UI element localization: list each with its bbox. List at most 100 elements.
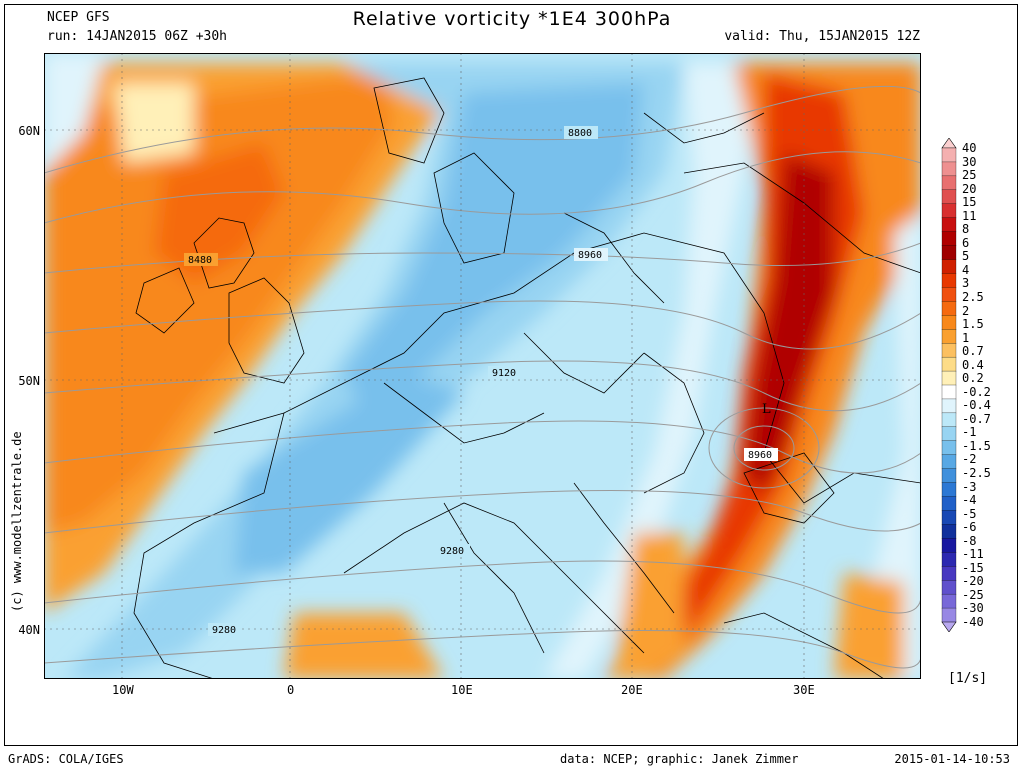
colorbar-swatch [941, 510, 957, 525]
colorbar-level-label: -2.5 [962, 466, 991, 481]
colorbar-swatch [941, 454, 957, 470]
figure-frame [4, 4, 1018, 746]
colorbar-swatch [941, 566, 957, 581]
colorbar-swatch [941, 607, 957, 623]
colorbar-swatch [941, 482, 957, 497]
contour-label: 8960 [578, 250, 602, 261]
vorticity-field [44, 53, 921, 679]
colorbar-level-label: 15 [962, 195, 977, 210]
low-pressure-marker: L [762, 402, 771, 417]
colorbar-swatch [941, 175, 957, 191]
colorbar-level-label: 5 [962, 249, 970, 264]
colorbar-level-label: -0.2 [962, 384, 991, 399]
colorbar-level-label: -20 [962, 574, 984, 589]
colorbar-swatch [941, 398, 957, 414]
colorbar-swatch [941, 315, 957, 330]
colorbar-level-label: 3 [962, 276, 970, 291]
colorbar-swatch [941, 538, 957, 553]
colorbar-swatch [941, 161, 957, 177]
colorbar-swatch [941, 203, 957, 219]
colorbar-swatch [941, 147, 957, 163]
colorbar-level-label: -40 [962, 615, 984, 629]
colorbar-swatch [941, 580, 957, 595]
lon-label-10e: 10E [451, 683, 473, 697]
model-name: NCEP GFS [47, 10, 110, 25]
colorbar-swatch [941, 231, 957, 247]
colorbar-level-label: 2 [962, 303, 970, 318]
colorbar-swatch [941, 384, 957, 400]
colorbar-swatch [941, 301, 957, 316]
colorbar-level-label: 6 [962, 235, 970, 250]
colorbar-level-label: 40 [962, 141, 977, 155]
colorbar-level-label: 4 [962, 262, 970, 277]
colorbar-level-label: 0.7 [962, 344, 984, 359]
colorbar-swatch [941, 287, 957, 302]
colorbar-level-label: 2.5 [962, 289, 984, 304]
colorbar-swatch [941, 356, 957, 372]
colorbar-level-label: -30 [962, 601, 984, 616]
colorbar-level-label: 25 [962, 168, 977, 183]
lon-label-20e: 20E [621, 683, 643, 697]
colorbar-level-label: -1.5 [962, 438, 991, 453]
colorbar-swatch [941, 426, 957, 442]
contour-label: 8480 [188, 255, 212, 266]
colorbar-swatch [941, 259, 957, 274]
colorbar-level-label: -2 [962, 452, 977, 467]
colorbar-swatch [941, 343, 957, 358]
colorbar-level-label: 1 [962, 330, 970, 345]
colorbar-level-label: 11 [962, 208, 977, 223]
colorbar-swatch [941, 412, 957, 428]
colorbar-level-label: -11 [962, 547, 984, 562]
colorbar-swatch [941, 370, 957, 386]
lat-label-50n: 50N [18, 374, 40, 388]
colorbar-swatch [941, 273, 957, 288]
lat-label-40n: 40N [18, 623, 40, 637]
lat-label-60n: 60N [18, 124, 40, 138]
colorbar-bottom-arrow [941, 621, 957, 632]
colorbar-level-label: 1.5 [962, 317, 984, 332]
colorbar-level-label: -8 [962, 533, 977, 548]
colorbar [941, 138, 957, 632]
colorbar-level-label: -4 [962, 493, 977, 508]
colorbar-top-arrow [941, 138, 957, 149]
footer-credits: data: NCEP; graphic: Janek Zimmer [560, 752, 799, 766]
colorbar-swatch [941, 245, 957, 260]
valid-time: valid: Thu, 15JAN2015 12Z [724, 29, 920, 44]
contour-label: 8960 [748, 450, 772, 461]
colorbar-level-label: 20 [962, 181, 977, 196]
colorbar-level-label: -15 [962, 560, 984, 575]
colorbar-swatch [941, 329, 957, 344]
footer-timestamp: 2015-01-14-10:53 [894, 752, 1010, 766]
colorbar-swatch [941, 593, 957, 609]
colorbar-level-label: 0.2 [962, 371, 984, 386]
colorbar-level-label: 30 [962, 154, 977, 169]
colorbar-swatch [941, 552, 957, 567]
colorbar-unit: [1/s] [948, 671, 988, 686]
vorticity-map: 8800 8480 8960 9120 8960 9280 9280 L [44, 53, 921, 679]
colorbar-swatch [941, 468, 957, 484]
lon-label-10w: 10W [112, 683, 134, 697]
lon-label-30e: 30E [793, 683, 815, 697]
lon-label-0: 0 [287, 683, 295, 697]
colorbar-level-label: -25 [962, 587, 984, 602]
colorbar-level-label: -5 [962, 506, 977, 521]
colorbar-level-label: -0.7 [962, 411, 991, 426]
colorbar-level-label: -0.4 [962, 398, 991, 413]
colorbar-swatch [941, 440, 957, 456]
colorbar-swatch [941, 189, 957, 205]
contour-label: 9280 [212, 625, 236, 636]
contour-label: 8800 [568, 128, 592, 139]
colorbar-swatch [941, 217, 957, 233]
colorbar-swatch [941, 524, 957, 539]
colorbar-level-label: -1 [962, 425, 977, 440]
contour-label: 9120 [492, 368, 516, 379]
colorbar-level-label: -3 [962, 479, 977, 494]
run-time: run: 14JAN2015 06Z +30h [47, 29, 228, 44]
colorbar-level-label: 8 [962, 222, 970, 237]
contour-label: 9280 [440, 546, 464, 557]
colorbar-swatch [941, 496, 957, 511]
contour-labels: 8800 8480 8960 9120 8960 9280 9280 [184, 126, 778, 636]
chart-title: Relative vorticity *1E4 300hPa [352, 8, 672, 30]
copyright-text: (c) www.modellzentrale.de [10, 431, 24, 612]
colorbar-level-label: -6 [962, 520, 977, 535]
